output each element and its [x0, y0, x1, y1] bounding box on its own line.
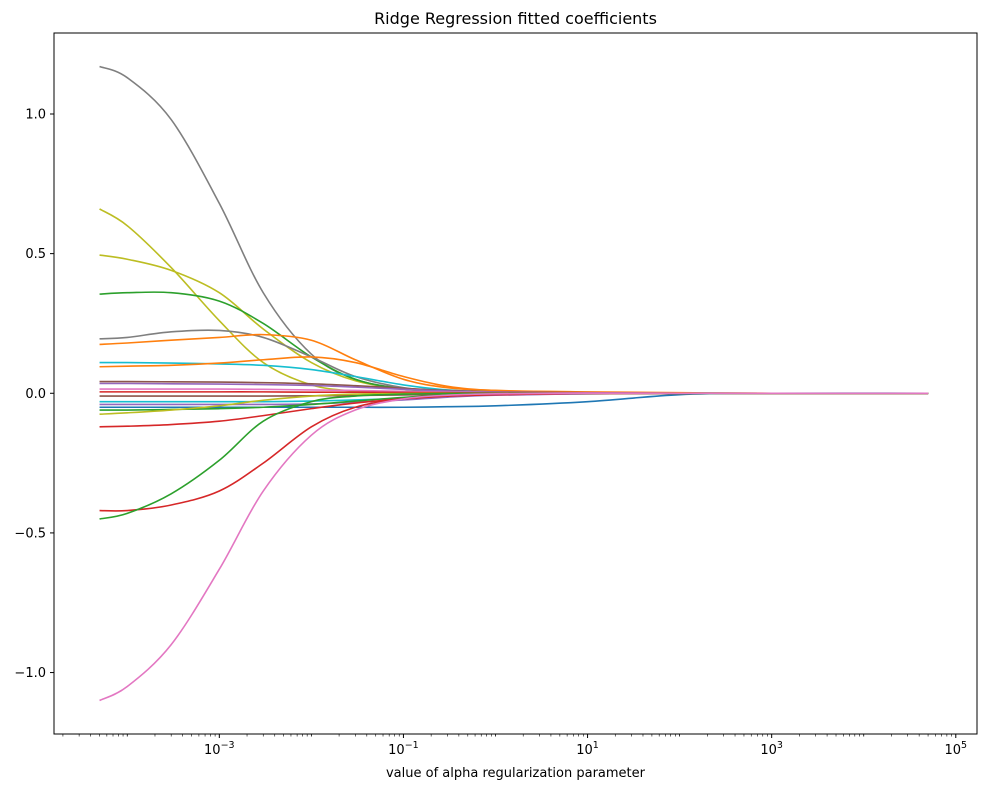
x-tick-label: 103 — [760, 740, 783, 758]
y-tick-label: −0.5 — [14, 526, 46, 541]
x-tick-label: 10−1 — [388, 740, 419, 758]
y-tick-label: 0.0 — [25, 387, 46, 402]
x-axis: 10−3 10−1 101 103 105 — [62, 734, 967, 758]
coefficient-line-20 — [99, 392, 929, 512]
chart-title: Ridge Regression fitted coefficients — [374, 9, 657, 28]
y-axis: −1.0 −0.5 0.0 0.5 1.0 — [14, 107, 54, 681]
coefficient-line-21 — [99, 392, 929, 520]
plot-area-frame — [53, 32, 978, 735]
coefficient-line-1 — [99, 65, 929, 395]
coefficient-line-3 — [99, 254, 929, 395]
coefficient-line-4 — [99, 291, 929, 395]
y-tick-label: −1.0 — [14, 666, 46, 681]
y-tick-label: 1.0 — [25, 107, 46, 122]
x-axis-label: value of alpha regularization parameter — [386, 766, 646, 781]
y-tick-label: 0.5 — [25, 247, 46, 262]
x-tick-label: 10−3 — [204, 740, 235, 758]
coefficient-line-19 — [99, 392, 929, 428]
x-tick-label: 101 — [576, 740, 599, 758]
coefficient-line-8 — [99, 356, 929, 395]
coefficient-line-2 — [99, 208, 929, 395]
coefficient-line-22 — [99, 392, 929, 702]
x-tick-label: 105 — [944, 740, 967, 758]
series-layer — [99, 65, 929, 702]
